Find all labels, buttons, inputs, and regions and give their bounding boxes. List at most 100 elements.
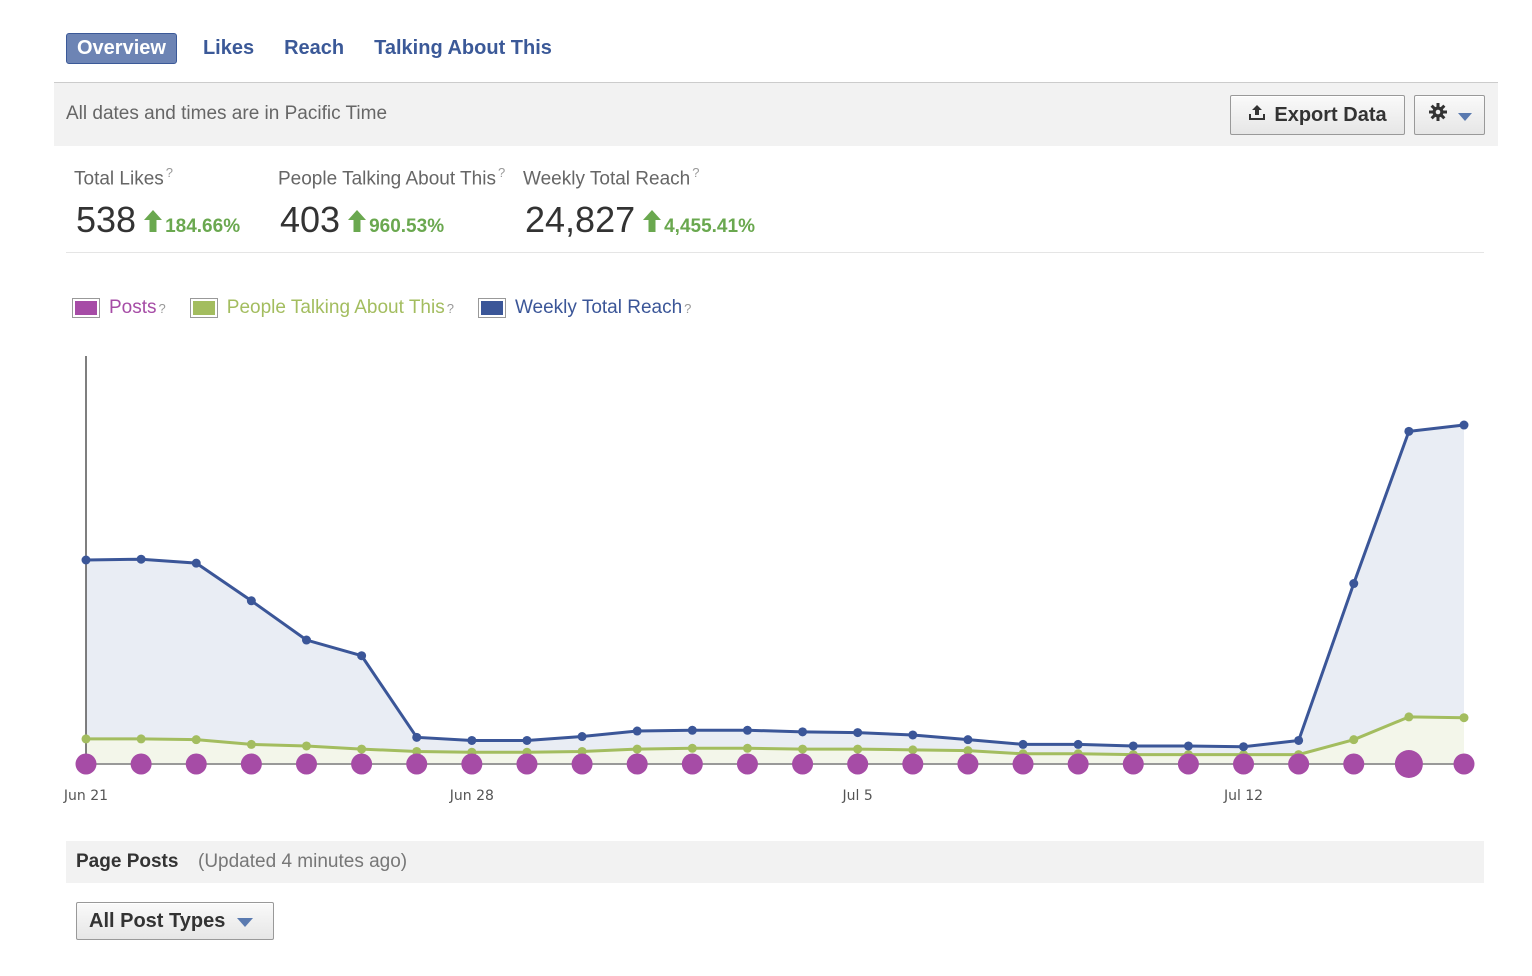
x-tick-label: Jul 12	[1223, 788, 1263, 804]
talking-point	[246, 739, 256, 749]
reach-point	[742, 725, 752, 735]
reach-point	[1349, 579, 1359, 589]
posts-point	[130, 753, 152, 775]
chevron-down-icon	[237, 910, 254, 933]
posts-point	[351, 753, 373, 775]
reach-point	[1459, 420, 1469, 430]
chevron-down-icon	[1457, 104, 1472, 127]
divider	[54, 82, 1498, 83]
talking-point	[81, 734, 91, 744]
posts-point	[792, 753, 814, 775]
reach-point	[81, 555, 91, 565]
series-line-people-talking	[86, 715, 1465, 757]
talking-point	[1349, 735, 1359, 745]
posts-point	[1288, 753, 1310, 775]
post-type-selected: All Post Types	[89, 909, 226, 932]
posts-point	[847, 753, 869, 775]
posts-point	[1453, 753, 1475, 775]
posts-point	[75, 753, 97, 775]
chart-legend: Posts? People Talking About This? Weekly…	[72, 297, 715, 319]
reach-point	[963, 735, 973, 745]
legend-swatch	[477, 298, 506, 318]
talking-point	[742, 743, 752, 753]
legend-label: Weekly Total Reach	[514, 297, 683, 318]
x-tick-label: Jun 21	[63, 788, 108, 804]
tab-talking-about-this[interactable]: Talking About This	[374, 36, 552, 59]
posts-point	[295, 753, 317, 775]
help-icon[interactable]: ?	[446, 300, 454, 316]
help-icon[interactable]: ?	[684, 300, 692, 316]
posts-point	[406, 753, 428, 775]
reach-point	[522, 735, 532, 745]
help-icon[interactable]: ?	[692, 165, 700, 180]
talking-point	[136, 734, 146, 744]
reach-point	[1294, 735, 1304, 745]
legend-weekly-total-reach[interactable]: Weekly Total Reach?	[477, 297, 692, 319]
talking-point	[632, 744, 642, 754]
reach-point	[136, 554, 146, 564]
posts-point	[571, 753, 593, 775]
posts-point	[1394, 750, 1423, 778]
arrow-up-icon	[643, 210, 662, 237]
tab-reach[interactable]: Reach	[284, 36, 345, 59]
posts-point	[1233, 753, 1255, 775]
reach-point	[1183, 741, 1193, 751]
kpi-value: 24,827	[525, 199, 636, 240]
reach-point	[687, 725, 697, 735]
legend-people-talking[interactable]: People Talking About This?	[189, 297, 454, 319]
reach-point	[467, 735, 477, 745]
legend-swatch	[189, 298, 218, 318]
kpi-change: 4,455.41%	[664, 216, 755, 237]
help-icon[interactable]: ?	[497, 165, 506, 180]
upload-icon	[1248, 103, 1266, 127]
kpi-total-likes: Total Likes? 538 184.66%	[74, 165, 240, 240]
posts-point	[681, 753, 703, 775]
kpi-label: Weekly Total Reach?	[523, 165, 700, 190]
kpi-value: 403	[280, 199, 341, 240]
reach-point	[853, 728, 863, 738]
posts-point	[1177, 753, 1199, 775]
reach-point	[577, 732, 587, 742]
legend-label: People Talking About This	[226, 297, 445, 318]
page-posts-updated: (Updated 4 minutes ago)	[198, 851, 408, 872]
posts-point	[957, 753, 979, 775]
talking-point	[853, 744, 863, 754]
reach-point	[412, 732, 422, 742]
talking-point	[963, 746, 973, 756]
tab-overview[interactable]: Overview	[66, 32, 177, 64]
help-icon[interactable]: ?	[158, 300, 166, 316]
kpi-change: 960.53%	[369, 216, 445, 237]
kpi-change: 184.66%	[165, 216, 241, 237]
legend-label: Posts	[109, 297, 157, 318]
talking-point	[908, 745, 918, 755]
talking-point	[1459, 713, 1469, 723]
posts-point	[736, 753, 758, 775]
insights-tabs: Overview Likes Reach Talking About This	[66, 32, 578, 64]
reach-point	[632, 726, 642, 736]
talking-point	[191, 735, 201, 745]
legend-posts[interactable]: Posts?	[72, 297, 166, 319]
reach-point	[1073, 739, 1083, 749]
arrow-up-icon	[144, 210, 163, 237]
post-type-dropdown[interactable]: All Post Types	[76, 902, 274, 940]
page-posts-title: Page Posts	[76, 851, 179, 872]
settings-dropdown-button[interactable]	[1414, 95, 1485, 135]
reach-point	[301, 635, 311, 645]
tab-likes[interactable]: Likes	[202, 36, 255, 59]
page-posts-header: Page Posts (Updated 4 minutes ago)	[66, 841, 1484, 883]
kpi-people-talking: People Talking About This? 403 960.53%	[278, 165, 506, 240]
export-data-button[interactable]: Export Data	[1230, 95, 1405, 135]
talking-point	[687, 743, 697, 753]
posts-point	[626, 753, 648, 775]
insights-line-chart: Jun 21 Jun 28 Jul 5 Jul 12	[63, 356, 1475, 804]
kpi-value: 538	[76, 199, 137, 240]
info-bar: All dates and times are in Pacific Time …	[54, 83, 1498, 146]
posts-point	[185, 753, 207, 775]
posts-point	[1067, 753, 1089, 775]
kpi-label: Total Likes?	[74, 165, 174, 190]
posts-point	[461, 753, 483, 775]
help-icon[interactable]: ?	[165, 165, 174, 180]
reach-point	[1239, 742, 1249, 752]
talking-point	[301, 741, 311, 751]
talking-point	[357, 744, 367, 754]
